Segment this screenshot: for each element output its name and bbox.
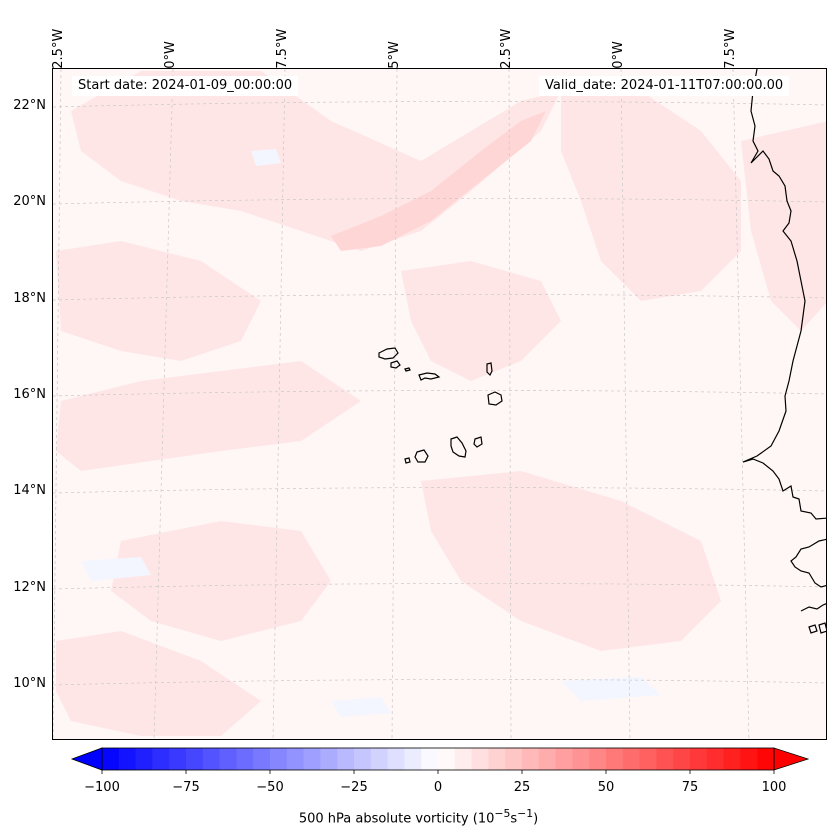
lat-label-22n: 22°N bbox=[13, 98, 46, 113]
colorbar-cell bbox=[555, 748, 573, 770]
colorbar-cell bbox=[589, 748, 607, 770]
colorbar-label: 500 hPa absolute vorticity (10−5s−1) bbox=[298, 807, 539, 827]
colorbar-cell bbox=[102, 748, 120, 770]
coast-gambia-guinea bbox=[790, 538, 826, 588]
vorticity-patch-southeast bbox=[421, 471, 721, 651]
colorbar-cell bbox=[606, 748, 624, 770]
map-canvas bbox=[53, 69, 826, 739]
colorbar-cell bbox=[354, 748, 372, 770]
colorbar-cell bbox=[219, 748, 237, 770]
colorbar-cell bbox=[673, 748, 691, 770]
island-maio bbox=[473, 436, 483, 448]
colorbar-tick-label: 25 bbox=[513, 780, 531, 795]
colorbar-cell bbox=[118, 748, 137, 770]
colorbar-cell bbox=[656, 748, 674, 770]
colorbar-cell bbox=[320, 748, 338, 770]
colorbar-tick-label: −100 bbox=[84, 780, 120, 795]
lat-label-16n: 16°N bbox=[13, 387, 46, 402]
coast-island-2 bbox=[818, 622, 826, 634]
vorticity-jet-streak bbox=[331, 111, 546, 251]
colorbar-cell bbox=[740, 748, 758, 770]
vorticity-patch-west bbox=[56, 241, 261, 361]
vorticity-negative-patch-2 bbox=[81, 557, 151, 581]
colorbar-cell bbox=[572, 748, 590, 770]
colorbar-cell bbox=[505, 748, 523, 770]
island-boa-vista bbox=[487, 391, 503, 406]
colorbar-tick-label: 0 bbox=[433, 780, 443, 795]
colorbar-cell bbox=[253, 748, 271, 770]
gridlines bbox=[53, 69, 826, 739]
colorbar-extend-low bbox=[70, 747, 103, 771]
colorbar-extend-high bbox=[773, 747, 810, 771]
colorbar-cell bbox=[236, 748, 254, 770]
coast-bijagos bbox=[800, 603, 826, 612]
colorbar-cell bbox=[337, 748, 355, 770]
lat-label-10n: 10°N bbox=[13, 676, 46, 691]
colorbar-cell bbox=[186, 748, 204, 770]
colorbar-cell bbox=[471, 748, 489, 770]
coast-island-1 bbox=[808, 624, 818, 634]
colorbar-cell bbox=[622, 748, 641, 770]
colorbar-cell bbox=[421, 748, 439, 770]
vorticity-patch-mid bbox=[401, 261, 561, 381]
island-brava bbox=[404, 457, 411, 464]
lat-label-14n: 14°N bbox=[13, 483, 46, 498]
colorbar-cell bbox=[286, 748, 305, 770]
vorticity-negative-patch-3 bbox=[561, 677, 661, 701]
vorticity-patch-central bbox=[56, 361, 361, 471]
lat-label-20n: 20°N bbox=[13, 194, 46, 209]
vorticity-field bbox=[56, 71, 826, 736]
island-sal bbox=[486, 362, 493, 377]
colorbar-tick-label: −25 bbox=[340, 780, 368, 795]
colorbar-cell bbox=[757, 748, 775, 770]
vorticity-map[interactable] bbox=[52, 68, 827, 740]
colorbar-cell bbox=[706, 748, 725, 770]
island-santiago bbox=[450, 436, 467, 458]
island-fogo bbox=[414, 449, 429, 463]
island-santa-luzia bbox=[404, 367, 411, 372]
colorbar-cell bbox=[387, 748, 405, 770]
colorbar-cell bbox=[135, 748, 153, 770]
colorbar-cell bbox=[303, 748, 321, 770]
vorticity-patch-east-coast bbox=[741, 121, 826, 331]
colorbar-cells bbox=[102, 748, 775, 770]
vorticity-patch-southwest bbox=[56, 631, 261, 736]
colorbar-cell bbox=[538, 748, 557, 770]
colorbar-outline bbox=[101, 747, 775, 771]
island-sao-vicente bbox=[390, 360, 401, 369]
colorbar-tick-label: 75 bbox=[681, 780, 699, 795]
colorbar-cell bbox=[690, 748, 708, 770]
african-coastline bbox=[742, 69, 826, 634]
island-sao-nicolau bbox=[418, 372, 441, 381]
colorbar-cell bbox=[370, 748, 389, 770]
colorbar-cell bbox=[438, 748, 456, 770]
start-date-label: Start date: 2024-01-09_00:00:00 bbox=[72, 76, 299, 96]
colorbar-tick-label: −50 bbox=[256, 780, 284, 795]
colorbar-cell bbox=[454, 748, 473, 770]
lat-label-12n: 12°N bbox=[13, 580, 46, 595]
colorbar-cell bbox=[202, 748, 221, 770]
colorbar-cell bbox=[639, 748, 657, 770]
lat-label-18n: 18°N bbox=[13, 291, 46, 306]
colorbar-cell bbox=[270, 748, 288, 770]
vorticity-negative-patch-1 bbox=[251, 149, 281, 166]
cape-verde-islands bbox=[378, 347, 503, 464]
colorbar-tick-marks bbox=[101, 770, 775, 774]
colorbar-tick-label: 50 bbox=[597, 780, 615, 795]
colorbar-cell bbox=[404, 748, 422, 770]
colorbar-cell bbox=[152, 748, 170, 770]
valid-date-label: Valid_date: 2024-01-11T07:00:00.00 bbox=[539, 76, 790, 96]
colorbar-tick-label: 100 bbox=[761, 780, 787, 795]
vorticity-patch-south bbox=[111, 521, 331, 641]
colorbar-cell bbox=[488, 748, 506, 770]
coast-mauritania-senegal bbox=[742, 69, 826, 520]
vorticity-negative-patch-4 bbox=[331, 697, 391, 717]
colorbar-tick-label: −75 bbox=[172, 780, 200, 795]
vorticity-patch-east-north bbox=[561, 81, 741, 301]
island-santo-antao bbox=[378, 347, 399, 360]
colorbar-cell bbox=[169, 748, 187, 770]
colorbar-cell bbox=[522, 748, 540, 770]
colorbar-cell bbox=[723, 748, 741, 770]
